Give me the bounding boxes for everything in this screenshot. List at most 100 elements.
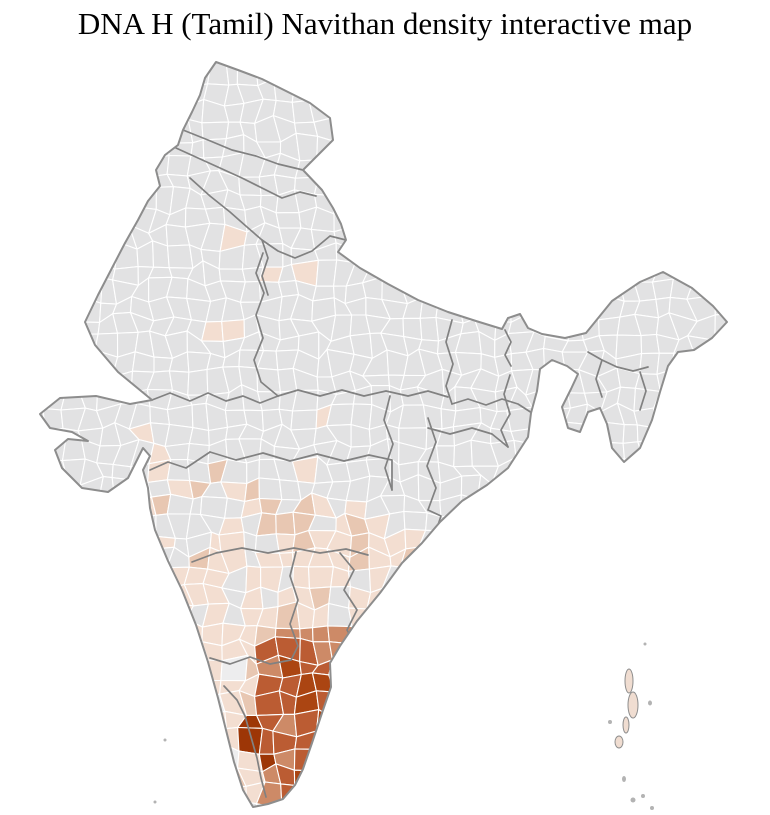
district-cell[interactable] [60, 316, 79, 336]
district-cell[interactable] [763, 801, 770, 815]
district-cell[interactable] [488, 553, 518, 571]
district-cell[interactable] [383, 98, 409, 123]
district-cell[interactable] [131, 726, 158, 756]
district-cell[interactable] [98, 566, 120, 588]
district-cell[interactable] [201, 802, 225, 815]
district-cell[interactable] [523, 440, 550, 468]
district-cell[interactable] [741, 695, 767, 717]
district-cell[interactable] [560, 533, 588, 552]
district-cell[interactable] [473, 565, 501, 589]
district-cell[interactable] [329, 747, 352, 773]
district-cell[interactable] [43, 263, 66, 285]
district-cell[interactable] [633, 122, 659, 143]
district-cell[interactable] [470, 151, 497, 180]
district-cell[interactable] [487, 581, 518, 605]
district-cell[interactable] [92, 763, 117, 792]
district-cell[interactable] [713, 226, 727, 249]
district-cell[interactable] [615, 243, 635, 268]
district-cell[interactable] [724, 420, 747, 449]
district-cell[interactable] [489, 115, 517, 143]
district-cell[interactable] [508, 762, 530, 785]
district-cell[interactable] [546, 440, 572, 468]
district-cell[interactable] [130, 65, 159, 86]
district-cell[interactable] [327, 691, 354, 716]
district-cell[interactable] [722, 745, 745, 769]
district-cell[interactable] [402, 636, 428, 662]
district-cell[interactable] [583, 137, 602, 163]
district-cell[interactable] [23, 79, 41, 107]
district-cell[interactable] [495, 173, 515, 198]
district-cell[interactable] [587, 569, 604, 587]
district-cell[interactable] [381, 694, 403, 720]
district-cell[interactable] [616, 604, 642, 625]
district-cell[interactable] [41, 528, 66, 556]
district-cell[interactable] [57, 762, 82, 784]
district-cell[interactable] [28, 45, 43, 71]
district-cell[interactable] [272, 801, 300, 815]
district-cell[interactable] [118, 132, 133, 157]
district-cell[interactable] [473, 266, 496, 288]
district-cell[interactable] [515, 554, 534, 571]
district-cell[interactable] [23, 318, 49, 341]
district-cell[interactable] [40, 497, 66, 521]
district-cell[interactable] [128, 115, 158, 135]
district-cell[interactable] [385, 745, 402, 771]
district-cell[interactable] [618, 191, 644, 211]
district-cell[interactable] [417, 602, 438, 630]
district-cell[interactable] [637, 536, 652, 550]
district-cell[interactable] [61, 494, 80, 519]
district-cell[interactable] [40, 371, 68, 393]
district-cell[interactable] [454, 175, 475, 194]
district-cell[interactable] [258, 477, 283, 501]
district-cell[interactable] [365, 205, 390, 232]
district-cell[interactable] [616, 517, 640, 540]
district-cell[interactable] [40, 277, 68, 304]
district-cell[interactable] [741, 642, 759, 661]
district-cell[interactable] [22, 206, 44, 228]
district-cell[interactable] [327, 139, 349, 162]
district-cell[interactable] [74, 204, 105, 224]
district-cell[interactable] [22, 222, 44, 249]
district-cell[interactable] [635, 644, 659, 659]
district-cell[interactable] [41, 118, 63, 144]
district-cell[interactable] [743, 301, 766, 316]
district-cell[interactable] [600, 206, 624, 234]
district-cell[interactable] [113, 493, 132, 523]
district-cell[interactable] [101, 81, 114, 107]
district-cell[interactable] [563, 133, 586, 159]
district-cell[interactable] [760, 732, 770, 753]
district-cell[interactable] [670, 460, 693, 482]
district-cell[interactable] [561, 518, 589, 536]
district-cell[interactable] [654, 156, 672, 179]
district-cell[interactable] [650, 781, 675, 803]
district-cell[interactable] [508, 241, 534, 266]
district-cell[interactable] [692, 366, 709, 390]
district-cell[interactable] [705, 672, 732, 702]
district-cell[interactable] [650, 800, 679, 815]
district-cell[interactable] [759, 643, 770, 662]
district-cell[interactable] [453, 192, 478, 215]
district-cell[interactable] [398, 404, 428, 429]
district-cell[interactable] [352, 708, 374, 732]
district-cell[interactable] [98, 189, 121, 214]
district-cell[interactable] [131, 800, 153, 815]
district-cell[interactable] [113, 747, 141, 773]
district-cell[interactable] [436, 187, 458, 215]
district-cell[interactable] [63, 552, 82, 575]
district-cell[interactable] [729, 572, 742, 591]
district-cell[interactable] [655, 187, 673, 213]
district-cell[interactable] [560, 169, 589, 195]
district-cell[interactable] [730, 712, 744, 737]
district-cell[interactable] [400, 97, 425, 122]
district-cell[interactable] [403, 510, 428, 531]
district-cell[interactable] [400, 768, 419, 793]
district-cell[interactable] [309, 797, 338, 815]
district-cell[interactable] [62, 170, 86, 197]
district-cell[interactable] [40, 717, 63, 735]
district-cell[interactable] [417, 135, 437, 159]
district-cell[interactable] [762, 135, 770, 154]
district-cell[interactable] [761, 517, 770, 538]
district-cell[interactable] [191, 747, 209, 773]
district-cell[interactable] [98, 203, 121, 232]
district-cell[interactable] [617, 98, 636, 125]
